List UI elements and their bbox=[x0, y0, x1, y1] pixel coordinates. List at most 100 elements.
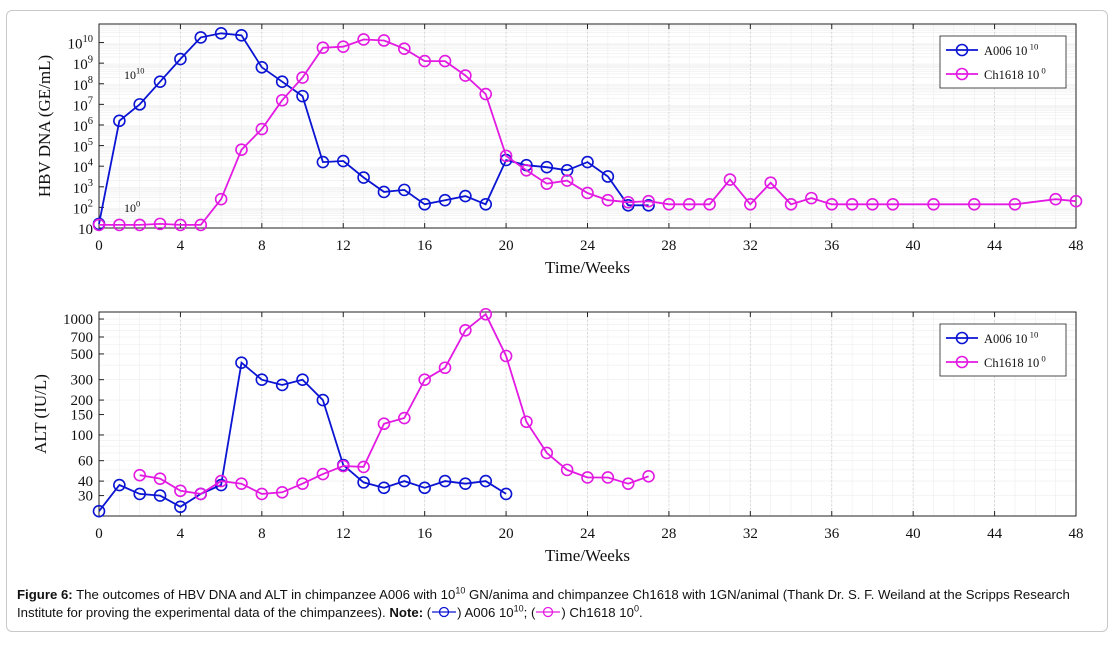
y-tick-label: 40 bbox=[78, 474, 93, 490]
data-point-1 bbox=[744, 198, 757, 211]
x-tick-label: 48 bbox=[1069, 238, 1084, 254]
data-point-1 bbox=[479, 87, 493, 101]
y-tick-label: 200 bbox=[71, 393, 94, 409]
data-point-1 bbox=[153, 217, 167, 231]
data-point-1 bbox=[194, 487, 208, 501]
data-point-1 bbox=[682, 198, 696, 211]
data-point-0 bbox=[581, 155, 594, 169]
data-point-1 bbox=[560, 174, 574, 187]
data-point-0 bbox=[601, 170, 615, 183]
data-point-1 bbox=[153, 472, 167, 485]
data-point-1 bbox=[174, 484, 187, 498]
x-tick-label: 24 bbox=[580, 526, 596, 542]
legend-label-0: A006 10 10 bbox=[984, 41, 1039, 58]
data-point-0 bbox=[479, 198, 493, 211]
data-point-1 bbox=[886, 198, 900, 211]
x-tick-label: 4 bbox=[177, 526, 185, 542]
data-point-1 bbox=[214, 474, 228, 488]
series-line-1 bbox=[99, 38, 1077, 226]
data-point-1 bbox=[194, 218, 208, 232]
data-point-0 bbox=[540, 160, 554, 174]
data-point-0 bbox=[275, 378, 289, 392]
x-axis-label: Time/Weeks bbox=[545, 258, 630, 277]
data-point-1 bbox=[336, 40, 350, 53]
y-axis-label: HBV DNA (GE/mL) bbox=[35, 55, 54, 197]
x-tick-label: 32 bbox=[743, 526, 758, 542]
data-point-1 bbox=[662, 198, 676, 211]
y-tick-label: 150 bbox=[71, 408, 94, 424]
data-point-0 bbox=[194, 31, 208, 44]
data-point-1 bbox=[377, 417, 391, 431]
annotation-0: 1010 bbox=[124, 67, 144, 82]
data-point-1 bbox=[438, 361, 452, 375]
caption-text-4: ) A006 10 bbox=[457, 605, 514, 620]
x-tick-label: 16 bbox=[417, 526, 433, 542]
data-point-0 bbox=[255, 373, 269, 386]
y-tick-label: 100 bbox=[71, 428, 94, 444]
data-point-1 bbox=[235, 477, 248, 490]
y-tick-label: 10 bbox=[78, 222, 93, 238]
data-point-1 bbox=[805, 191, 818, 205]
x-tick-label: 0 bbox=[95, 526, 103, 542]
x-tick-label: 48 bbox=[1069, 526, 1084, 542]
data-point-1 bbox=[479, 307, 493, 321]
data-point-1 bbox=[174, 218, 187, 232]
y-tick-label: 109 bbox=[73, 54, 93, 73]
figure-caption: Figure 6: The outcomes of HBV DNA and AL… bbox=[17, 586, 1105, 622]
data-point-1 bbox=[459, 323, 472, 337]
data-point-1 bbox=[113, 218, 126, 232]
data-point-1 bbox=[255, 487, 269, 501]
data-point-0 bbox=[459, 189, 472, 203]
x-tick-label: 12 bbox=[336, 526, 351, 542]
legend-symbol-blue bbox=[432, 606, 457, 618]
data-point-1 bbox=[438, 54, 452, 68]
data-point-1 bbox=[927, 198, 940, 211]
legend-marker-0 bbox=[955, 43, 969, 57]
x-tick-label: 20 bbox=[499, 238, 514, 254]
data-point-1 bbox=[255, 122, 269, 136]
data-point-0 bbox=[459, 477, 472, 490]
caption-text-1: The outcomes of HBV DNA and ALT in chimp… bbox=[72, 587, 456, 602]
x-tick-label: 28 bbox=[661, 526, 676, 542]
data-point-0 bbox=[153, 489, 167, 502]
data-point-0 bbox=[499, 487, 513, 501]
data-point-0 bbox=[642, 199, 655, 212]
data-point-0 bbox=[438, 474, 452, 488]
data-point-0 bbox=[357, 476, 370, 489]
data-point-1 bbox=[764, 176, 777, 189]
y-tick-label: 106 bbox=[73, 116, 93, 135]
data-point-0 bbox=[214, 26, 228, 40]
data-point-1 bbox=[336, 459, 350, 473]
data-point-0 bbox=[275, 75, 289, 88]
legend: A006 10 10 Ch1618 10 0 bbox=[939, 323, 1067, 377]
y-tick-label: 108 bbox=[73, 75, 93, 94]
data-point-1 bbox=[703, 198, 716, 211]
legend-marker-1 bbox=[955, 67, 969, 81]
data-point-1 bbox=[642, 470, 655, 483]
x-tick-label: 20 bbox=[499, 526, 514, 542]
data-point-1 bbox=[601, 471, 615, 484]
data-point-1 bbox=[866, 198, 879, 211]
data-point-1 bbox=[1049, 192, 1062, 206]
figure-frame bbox=[6, 10, 1108, 632]
legend-symbol-magenta bbox=[536, 606, 561, 618]
data-point-1 bbox=[398, 411, 411, 425]
series-line-0 bbox=[98, 32, 649, 225]
x-tick-label: 4 bbox=[177, 238, 185, 254]
data-point-1 bbox=[133, 468, 147, 482]
y-tick-label: 104 bbox=[73, 157, 94, 176]
data-point-1 bbox=[560, 463, 574, 477]
caption-exp-6: 0 bbox=[633, 603, 639, 614]
data-point-0 bbox=[438, 193, 452, 207]
data-point-1 bbox=[296, 477, 309, 490]
data-point-1 bbox=[540, 177, 554, 190]
series-line-1 bbox=[139, 312, 649, 495]
data-point-1 bbox=[601, 193, 615, 207]
y-tick-label: 107 bbox=[73, 96, 93, 115]
data-point-1 bbox=[581, 186, 594, 200]
data-point-1 bbox=[784, 198, 798, 211]
data-point-0 bbox=[235, 29, 248, 42]
data-point-1 bbox=[418, 54, 431, 68]
data-point-1 bbox=[1069, 194, 1083, 208]
data-point-0 bbox=[418, 198, 431, 211]
